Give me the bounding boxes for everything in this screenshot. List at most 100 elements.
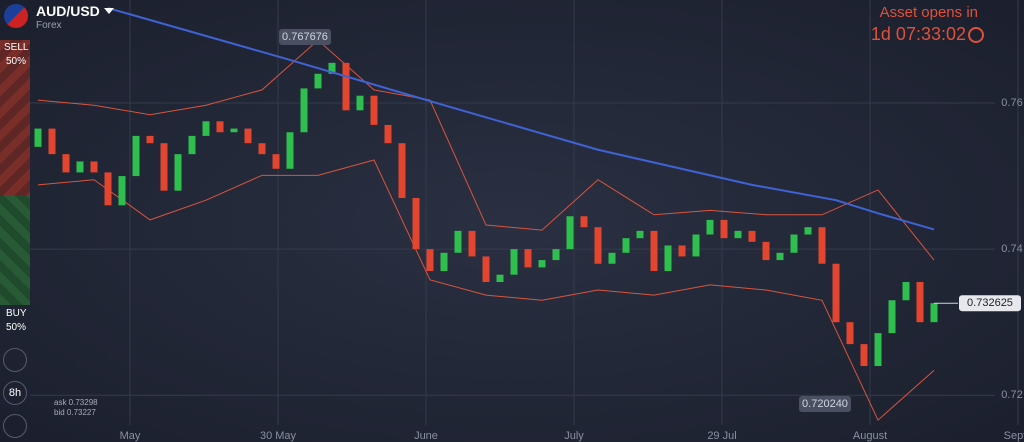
candle xyxy=(104,172,112,206)
candle xyxy=(706,219,714,235)
price-label: 0.767676 xyxy=(282,31,328,43)
candle xyxy=(818,227,826,264)
candle xyxy=(860,344,868,367)
x-tick-label: August xyxy=(853,430,887,442)
price-label: 0.720240 xyxy=(802,398,848,410)
candle xyxy=(664,245,672,272)
candle xyxy=(594,227,602,264)
upper-band xyxy=(37,39,935,261)
candle xyxy=(510,249,518,275)
price-tag xyxy=(959,295,1021,312)
candle xyxy=(832,263,840,323)
draw-button[interactable] xyxy=(3,414,27,438)
opens-label: Asset opens in xyxy=(879,4,978,21)
candle xyxy=(384,124,392,144)
x-tick-label: June xyxy=(414,430,438,442)
candle xyxy=(230,128,238,133)
lower-band xyxy=(37,159,935,421)
candle xyxy=(328,62,336,74)
candle xyxy=(748,230,756,242)
candle xyxy=(160,143,168,191)
bid-price: bid 0.73227 xyxy=(54,408,96,417)
x-tick-label: 29 Jul xyxy=(707,430,736,442)
indicator-button[interactable] xyxy=(3,348,27,372)
candle xyxy=(118,176,126,206)
x-tick-label: July xyxy=(564,430,584,442)
candle xyxy=(244,128,252,144)
candle xyxy=(90,161,98,173)
candle xyxy=(804,227,812,235)
ask-price: ask 0.73298 xyxy=(54,398,98,407)
candle xyxy=(524,249,532,268)
candle xyxy=(902,282,910,301)
candle xyxy=(202,121,210,136)
candle xyxy=(608,252,616,264)
candle xyxy=(692,234,700,257)
countdown: 1d 07:33:02 xyxy=(870,24,966,44)
candle xyxy=(356,95,364,111)
candle xyxy=(650,230,658,272)
candle xyxy=(188,135,196,155)
sell-percent: 50% xyxy=(6,56,27,67)
candle xyxy=(454,230,462,253)
x-tick-label: May xyxy=(120,430,141,442)
asset-market: Forex xyxy=(36,20,62,31)
candle xyxy=(482,256,490,283)
period-button[interactable]: 8h xyxy=(3,381,27,405)
candle xyxy=(566,216,574,250)
candle xyxy=(314,73,322,89)
candle xyxy=(790,234,798,253)
candle xyxy=(412,197,420,250)
buy-zone[interactable] xyxy=(0,195,30,305)
x-tick-label: 30 May xyxy=(260,430,297,442)
candle xyxy=(846,322,854,345)
candle xyxy=(496,274,504,283)
candle xyxy=(678,245,686,257)
candle xyxy=(440,252,448,272)
candle xyxy=(174,154,182,191)
sell-zone[interactable] xyxy=(0,40,30,195)
flag-icon xyxy=(4,4,28,28)
candle xyxy=(468,230,476,257)
buy-percent: 50% xyxy=(6,322,27,333)
candle xyxy=(888,300,896,334)
asset-name[interactable]: AUD/USD xyxy=(36,3,100,19)
candle xyxy=(76,161,84,173)
candle xyxy=(622,238,630,253)
price-tag xyxy=(799,396,851,412)
timer-icon xyxy=(968,27,984,43)
candle xyxy=(930,303,938,323)
candle xyxy=(580,216,588,228)
candle xyxy=(216,121,224,133)
candle xyxy=(342,62,350,111)
candle xyxy=(720,219,728,239)
buy-label: BUY xyxy=(6,308,27,319)
price-label: 0.732625 xyxy=(967,297,1013,309)
candle xyxy=(734,230,742,239)
candle xyxy=(286,132,294,169)
candle xyxy=(146,135,154,144)
candle xyxy=(874,333,882,367)
candle xyxy=(48,128,56,155)
candle xyxy=(34,128,42,147)
candle xyxy=(426,249,434,272)
candle xyxy=(636,230,644,239)
price-tag xyxy=(279,29,331,45)
y-tick-label: 0.72 xyxy=(1001,389,1022,401)
candle xyxy=(398,143,406,198)
candle xyxy=(916,282,924,323)
candle xyxy=(370,95,378,125)
candle xyxy=(762,241,770,261)
dropdown-arrow[interactable] xyxy=(104,8,114,14)
candle xyxy=(538,260,546,268)
x-tick-label: Septe xyxy=(1004,430,1024,442)
candle xyxy=(258,143,266,155)
y-tick-label: 0.76 xyxy=(1001,97,1022,109)
sell-label: SELL xyxy=(4,42,29,53)
moving-average xyxy=(107,7,935,231)
candle xyxy=(62,154,70,173)
candle xyxy=(552,249,560,261)
candle xyxy=(776,252,784,261)
